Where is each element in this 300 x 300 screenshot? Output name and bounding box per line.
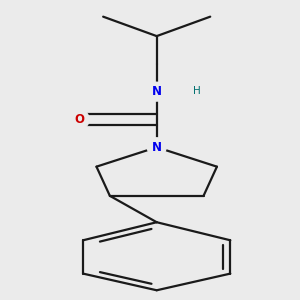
Circle shape <box>147 82 166 101</box>
Circle shape <box>70 110 89 129</box>
Circle shape <box>147 138 166 157</box>
Text: N: N <box>152 85 162 98</box>
Text: H: H <box>194 86 201 96</box>
Text: O: O <box>75 113 85 126</box>
Text: N: N <box>152 141 162 154</box>
